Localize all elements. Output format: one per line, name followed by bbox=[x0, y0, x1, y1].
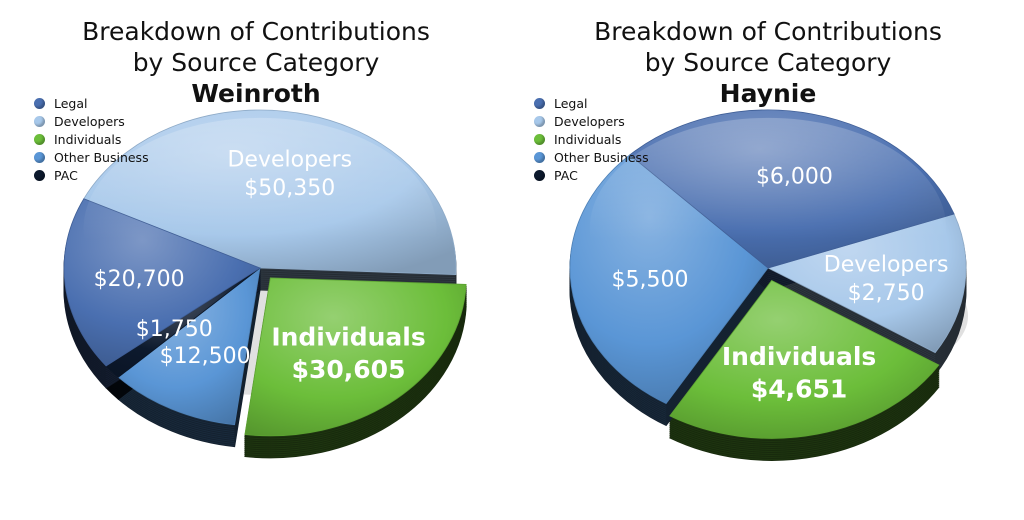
legend-label-pac: PAC bbox=[54, 167, 78, 183]
legend-label-other-business: Other Business bbox=[554, 149, 649, 165]
legend-label-developers: Developers bbox=[54, 113, 125, 129]
legend-swatch-individuals bbox=[534, 133, 545, 145]
slice-label-developers: Developers bbox=[227, 147, 352, 172]
legend-item-developers: Developers bbox=[534, 112, 649, 130]
haynie-chart-panel: Developers $2,750 Individuals $4,651 $5,500 $… bbox=[512, 0, 1024, 520]
slice-label-other-business: $5,500 bbox=[612, 268, 689, 293]
legend-item-developers: Developers bbox=[34, 112, 149, 130]
chart-title-line-1: Breakdown of Contributions bbox=[82, 17, 430, 46]
weinroth-chart-panel: Developers $50,350 Individuals $30,605 $12,5… bbox=[0, 16, 512, 459]
legend-swatch-developers bbox=[34, 115, 45, 127]
slice-label-legal: $20,700 bbox=[94, 267, 185, 292]
slice-label-developers: Developers bbox=[824, 253, 949, 278]
legend-swatch-other-business bbox=[34, 151, 45, 163]
slice-label-individuals: $30,605 bbox=[292, 355, 406, 384]
slice-label-legal: $6,000 bbox=[756, 164, 833, 189]
legend-item-other-business: Other Business bbox=[34, 148, 149, 166]
legend-label-legal: Legal bbox=[54, 95, 88, 111]
chart-title-line-2: by Source Category bbox=[132, 48, 380, 77]
legend-swatch-developers bbox=[534, 115, 545, 127]
legend-item-individuals: Individuals bbox=[34, 130, 149, 148]
chart-title-line-2: by Source Category bbox=[644, 48, 892, 77]
pie-slice-individuals bbox=[669, 279, 940, 439]
legend-label-individuals: Individuals bbox=[54, 131, 122, 147]
legend-label-other-business: Other Business bbox=[54, 149, 149, 165]
weinroth-chart-title: Breakdown of Contributions by Source Cat… bbox=[0, 16, 512, 109]
legend-item-legal: Legal bbox=[534, 94, 649, 112]
slice-label-individuals: Individuals bbox=[722, 342, 876, 371]
legend-item-legal: Legal bbox=[34, 94, 149, 112]
legend-swatch-other-business bbox=[534, 151, 545, 163]
legend-label-legal: Legal bbox=[554, 95, 588, 111]
slice-label-developers: $50,350 bbox=[244, 176, 335, 201]
weinroth-legend: Legal Developers Individuals Other Business… bbox=[34, 94, 149, 184]
chart-title-line-1: Breakdown of Contributions bbox=[594, 17, 942, 46]
haynie-legend: Legal Developers Individuals Other Business… bbox=[534, 94, 649, 184]
legend-swatch-individuals bbox=[34, 133, 45, 145]
legend-swatch-legal bbox=[534, 97, 545, 109]
chart-title-candidate: Haynie bbox=[719, 79, 817, 108]
slice-label-individuals: Individuals bbox=[271, 322, 425, 351]
legend-item-individuals: Individuals bbox=[534, 130, 649, 148]
slice-label-individuals: $4,651 bbox=[751, 375, 847, 404]
legend-label-individuals: Individuals bbox=[554, 131, 622, 147]
haynie-pie-chart: Developers $2,750 Individuals $4,651 $5,500 $… bbox=[569, 109, 969, 461]
legend-item-pac: PAC bbox=[34, 166, 149, 184]
legend-swatch-legal bbox=[34, 97, 45, 109]
chart-title-candidate: Weinroth bbox=[191, 79, 321, 108]
legend-swatch-pac bbox=[34, 169, 45, 181]
legend-swatch-pac bbox=[534, 169, 545, 181]
slice-label-pac: $1,750 bbox=[136, 317, 213, 342]
slice-label-other-business: $12,500 bbox=[160, 344, 251, 369]
legend-label-pac: PAC bbox=[554, 167, 578, 183]
legend-item-pac: PAC bbox=[534, 166, 649, 184]
haynie-chart-title: Breakdown of Contributions by Source Cat… bbox=[512, 16, 1024, 109]
slice-label-developers: $2,750 bbox=[848, 281, 925, 306]
legend-item-other-business: Other Business bbox=[534, 148, 649, 166]
legend-label-developers: Developers bbox=[554, 113, 625, 129]
